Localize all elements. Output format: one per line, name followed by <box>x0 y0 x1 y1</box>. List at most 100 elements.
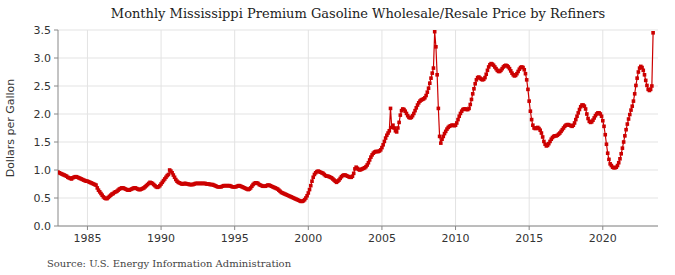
marker <box>603 133 607 137</box>
x-tick-label: 2000 <box>294 232 322 245</box>
y-grid-line <box>58 86 658 87</box>
y-axis-label: Dollars per Gallon <box>4 79 17 178</box>
marker <box>437 107 441 111</box>
marker <box>483 76 487 80</box>
y-tick <box>54 226 58 227</box>
marker <box>522 68 526 72</box>
marker <box>574 118 578 122</box>
marker <box>434 45 438 49</box>
marker <box>455 121 459 125</box>
marker <box>484 72 488 76</box>
marker <box>383 140 387 144</box>
marker <box>428 81 432 85</box>
x-tick <box>234 226 235 230</box>
x-tick <box>161 226 162 230</box>
marker <box>630 104 634 108</box>
marker <box>470 98 474 102</box>
marker <box>643 73 647 77</box>
line <box>58 32 653 202</box>
marker <box>524 72 528 76</box>
marker <box>635 76 639 80</box>
y-grid-line <box>58 142 658 143</box>
x-tick <box>455 226 456 230</box>
x-tick <box>529 226 530 230</box>
chart-container: Monthly Mississippi Premium Gasoline Who… <box>0 0 675 275</box>
x-tick-label: 2020 <box>589 232 617 245</box>
marker <box>472 87 476 91</box>
marker <box>637 70 641 74</box>
marker <box>526 88 530 92</box>
x-tick <box>602 226 603 230</box>
grid <box>58 30 658 226</box>
x-grid-line <box>161 30 162 226</box>
marker <box>623 134 627 138</box>
marker <box>600 114 604 118</box>
marker <box>429 76 433 80</box>
y-tick-label: 2.0 <box>34 108 52 121</box>
y-tick-label: 1.5 <box>34 136 52 149</box>
x-grid-line <box>381 30 382 226</box>
marker <box>585 112 589 116</box>
y-tick <box>54 86 58 87</box>
y-tick <box>54 58 58 59</box>
marker <box>307 191 311 195</box>
marker <box>584 107 588 111</box>
x-tick-label: 1995 <box>221 232 249 245</box>
x-tick-label: 1990 <box>147 232 175 245</box>
y-tick-label: 0.5 <box>34 192 52 205</box>
marker <box>427 86 431 90</box>
marker <box>650 84 654 88</box>
marker <box>430 71 434 75</box>
y-grid-line <box>58 198 658 199</box>
markers <box>58 30 655 203</box>
marker <box>575 114 579 118</box>
marker <box>634 84 638 88</box>
marker <box>622 140 626 144</box>
marker <box>530 118 534 122</box>
marker <box>167 173 171 177</box>
marker <box>381 143 385 147</box>
x-grid-line <box>529 30 530 226</box>
y-tick <box>54 114 58 115</box>
background <box>0 0 675 275</box>
marker <box>627 117 631 121</box>
marker <box>605 142 609 146</box>
y-grid-line <box>58 114 658 115</box>
y-tick-label: 3.0 <box>34 52 52 65</box>
x-tick-label: 1985 <box>73 232 101 245</box>
y-tick-label: 3.5 <box>34 24 52 37</box>
marker <box>624 128 628 132</box>
source-note: Source: U.S. Energy Information Administ… <box>47 258 292 269</box>
marker <box>645 84 649 88</box>
marker <box>649 88 653 92</box>
marker <box>602 125 606 129</box>
title: Monthly Mississippi Premium Gasoline Who… <box>111 6 605 21</box>
y-grid-line <box>58 30 658 31</box>
y-tick <box>54 170 58 171</box>
marker <box>396 126 400 130</box>
x-tick <box>381 226 382 230</box>
marker <box>527 99 531 103</box>
x-tick-label: 2005 <box>368 232 396 245</box>
marker <box>633 92 637 96</box>
marker <box>399 113 403 117</box>
x-tick-label: 2015 <box>515 232 543 245</box>
marker <box>309 184 313 188</box>
x-axis-line <box>58 226 658 227</box>
marker <box>617 161 621 165</box>
x-tick-label: 2010 <box>442 232 470 245</box>
y-tick <box>54 30 58 31</box>
marker <box>486 69 490 73</box>
y-axis-line <box>58 30 59 226</box>
marker <box>619 152 623 156</box>
marker <box>432 66 436 70</box>
marker <box>576 111 580 115</box>
marker <box>628 113 632 117</box>
y-tick <box>54 142 58 143</box>
x-tick <box>87 226 88 230</box>
marker <box>467 107 471 111</box>
marker <box>308 188 312 192</box>
marker <box>525 78 529 82</box>
marker <box>573 121 577 125</box>
marker <box>352 172 356 176</box>
